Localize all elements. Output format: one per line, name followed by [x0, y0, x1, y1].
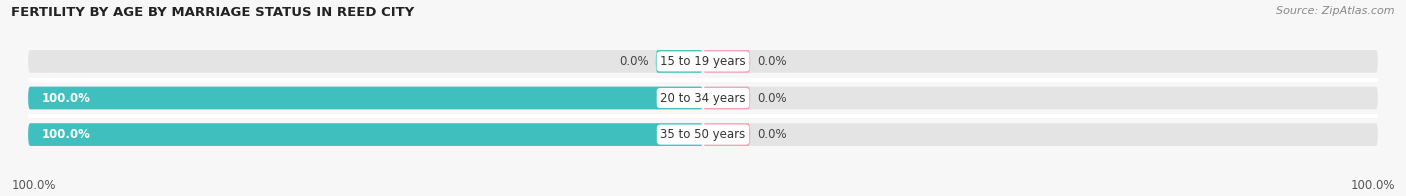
Text: 15 to 19 years: 15 to 19 years [661, 55, 745, 68]
FancyBboxPatch shape [28, 50, 703, 73]
FancyBboxPatch shape [28, 87, 703, 109]
Text: 100.0%: 100.0% [11, 179, 56, 192]
Text: 100.0%: 100.0% [42, 128, 90, 141]
Text: 0.0%: 0.0% [756, 55, 786, 68]
FancyBboxPatch shape [703, 123, 1378, 146]
Text: 100.0%: 100.0% [42, 92, 90, 104]
FancyBboxPatch shape [28, 123, 703, 146]
FancyBboxPatch shape [28, 87, 703, 109]
FancyBboxPatch shape [703, 123, 751, 146]
Text: 0.0%: 0.0% [620, 55, 650, 68]
Text: 0.0%: 0.0% [756, 128, 786, 141]
FancyBboxPatch shape [655, 50, 703, 73]
FancyBboxPatch shape [703, 87, 1378, 109]
FancyBboxPatch shape [703, 50, 751, 73]
FancyBboxPatch shape [703, 87, 751, 109]
Text: FERTILITY BY AGE BY MARRIAGE STATUS IN REED CITY: FERTILITY BY AGE BY MARRIAGE STATUS IN R… [11, 6, 415, 19]
Text: 100.0%: 100.0% [1350, 179, 1395, 192]
FancyBboxPatch shape [28, 123, 703, 146]
Text: 35 to 50 years: 35 to 50 years [661, 128, 745, 141]
Text: 0.0%: 0.0% [756, 92, 786, 104]
Text: Source: ZipAtlas.com: Source: ZipAtlas.com [1277, 6, 1395, 16]
Text: 20 to 34 years: 20 to 34 years [661, 92, 745, 104]
FancyBboxPatch shape [703, 50, 1378, 73]
